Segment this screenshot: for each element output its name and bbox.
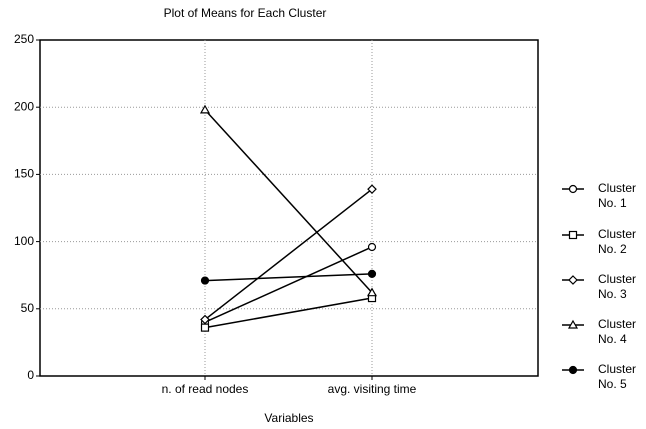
legend-label: Cluster No. 1	[598, 181, 637, 210]
marker	[568, 275, 578, 285]
legend-label: Cluster No. 5	[598, 362, 637, 391]
marker	[366, 287, 378, 297]
series-line	[204, 297, 373, 329]
marker	[367, 242, 377, 252]
legend-label: Cluster No. 4	[598, 317, 637, 346]
series-line	[204, 188, 373, 321]
marker	[200, 314, 210, 325]
x-axis-label: Variables	[264, 411, 313, 425]
marker	[199, 104, 211, 114]
marker	[200, 276, 210, 285]
y-tick-label: 0	[27, 368, 34, 382]
marker	[568, 365, 578, 375]
x-tick-label: n. of read nodes	[162, 382, 249, 396]
series-line	[204, 246, 373, 323]
y-tick-label: 100	[14, 234, 34, 248]
y-tick-label: 200	[14, 99, 34, 113]
marker	[567, 319, 579, 329]
legend-label: Cluster No. 2	[598, 227, 637, 256]
marker	[568, 230, 578, 240]
x-tick-label: avg. visiting time	[328, 382, 417, 396]
marker	[200, 323, 210, 332]
marker	[367, 269, 377, 278]
legend-label: Cluster No. 3	[598, 272, 637, 301]
y-tick-label: 150	[14, 167, 34, 181]
marker	[367, 184, 377, 195]
plot-frame	[39, 39, 539, 377]
series-line	[204, 109, 373, 294]
y-tick-label: 50	[21, 301, 35, 315]
y-tick-label: 250	[14, 32, 34, 46]
series-line	[204, 273, 373, 282]
chart-title: Plot of Means for Each Cluster	[164, 6, 327, 20]
marker	[568, 184, 578, 194]
